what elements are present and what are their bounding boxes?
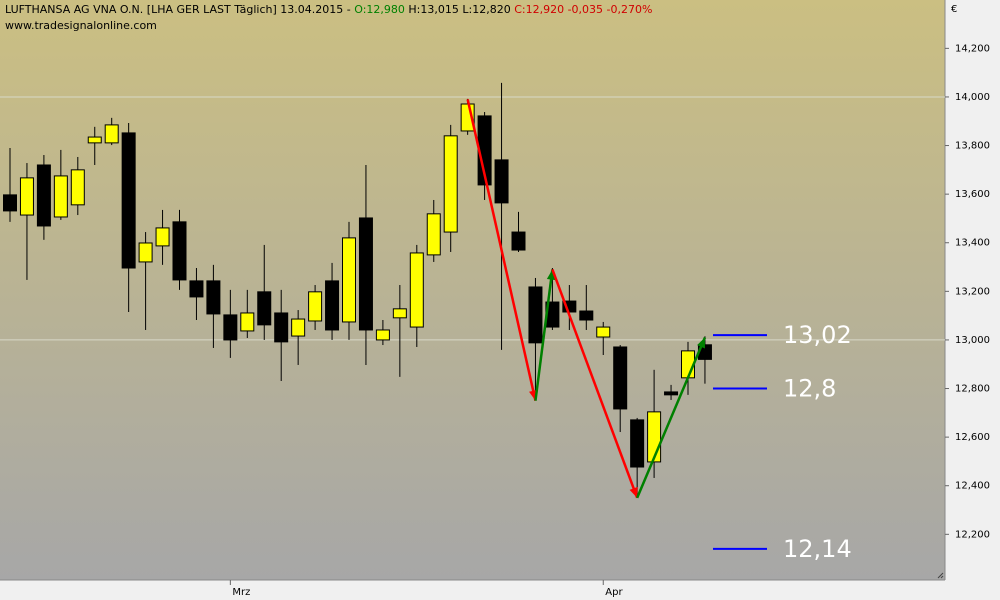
candle-body [426, 213, 441, 256]
open: O:12,980 [354, 3, 405, 16]
candle-body [257, 291, 272, 326]
x-tick-label: Mrz [232, 587, 250, 598]
candle-body [104, 124, 119, 144]
candle-body [630, 419, 645, 468]
candle-body [19, 177, 34, 216]
candle-body [155, 227, 170, 247]
candle-body [240, 312, 255, 332]
candle-body [528, 286, 543, 344]
low: L:12,820 [462, 3, 510, 16]
candle-body [358, 217, 373, 331]
candle-body [409, 252, 424, 328]
candle-body [325, 280, 340, 331]
candle-body [375, 329, 390, 341]
arrow-head [697, 337, 705, 349]
candle-body [308, 291, 323, 322]
candle-body [392, 308, 407, 319]
x-tick-label: Apr [605, 587, 623, 598]
symbol: LUFTHANSA AG VNA O.N. [LHA GER LAST Tägl… [5, 3, 351, 16]
header: LUFTHANSA AG VNA O.N. [LHA GER LAST Tägl… [5, 3, 652, 16]
y-tick-label: 13,200 [955, 286, 990, 297]
candle-body [223, 314, 238, 341]
candle-body [613, 346, 628, 410]
candle-body [87, 136, 102, 144]
y-tick-label: 14,200 [955, 43, 990, 54]
y-tick-label: 13,400 [955, 238, 990, 249]
candle-body [3, 194, 17, 212]
candle-body [664, 391, 679, 396]
source: www.tradesignalonline.com [5, 19, 157, 32]
plot-area [0, 0, 945, 580]
candle-body [206, 280, 221, 315]
candle-body [121, 132, 136, 269]
level-label: 13,02 [783, 321, 852, 349]
y-tick-label: 12,800 [955, 384, 990, 395]
arrow-head [546, 269, 556, 281]
change: C:12,920 -0,035 -0,270% [514, 3, 652, 16]
high: H:13,015 [408, 3, 458, 16]
candle-body [172, 221, 187, 281]
arrow-head [629, 486, 638, 498]
candle-body [189, 280, 204, 298]
y-tick-label: 12,200 [955, 529, 990, 540]
trend-arrow [534, 269, 554, 401]
level-label: 12,14 [783, 535, 852, 563]
y-tick-label: 13,000 [955, 335, 990, 346]
candle-body [291, 318, 306, 337]
y-tick-label: 12,600 [955, 432, 990, 443]
candle-body [138, 242, 153, 263]
candle-body [596, 326, 611, 338]
marks: 12,200 12,400 12,600 12,800 13,000 13,200 13,4… [0, 43, 990, 598]
resize-grip [937, 572, 944, 579]
candle-body [494, 159, 509, 204]
candle-body [36, 164, 51, 227]
trend-arrow [466, 99, 537, 401]
y-tick-label: 12,400 [955, 481, 990, 492]
y-tick-label: 13,800 [955, 141, 990, 152]
candle-body [70, 169, 85, 206]
candle-body [647, 411, 662, 463]
currency: € [951, 4, 957, 15]
y-tick-label: 13,600 [955, 189, 990, 200]
level-label: 12,8 [783, 375, 836, 403]
candle-body [579, 310, 594, 321]
candle-body [443, 135, 458, 233]
candle-body [511, 231, 526, 251]
candle-body [274, 312, 289, 343]
candle-body [53, 175, 68, 218]
candle-body [342, 237, 356, 323]
y-tick-label: 14,000 [955, 92, 990, 103]
trend-arrow [551, 269, 639, 499]
trend-arrow [635, 337, 707, 499]
